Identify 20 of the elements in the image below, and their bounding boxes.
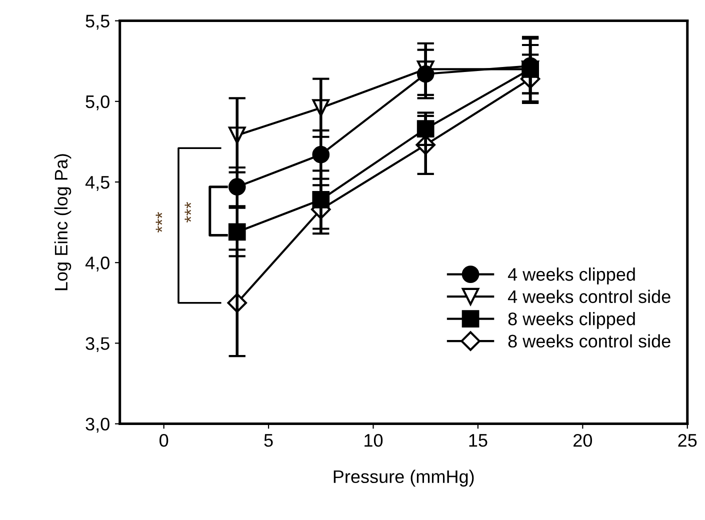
x-tick-label: 15 — [469, 434, 488, 447]
annotation: *** — [156, 212, 162, 233]
y-tick-label: 3,5 — [86, 337, 110, 352]
y-tick-label: 5,0 — [86, 95, 110, 110]
y-tick-label: 5,5 — [86, 14, 110, 30]
x-tick-label: 20 — [574, 434, 592, 447]
legend-label: 4 weeks clipped — [508, 268, 635, 284]
y-axis-title: Log Einc (log Pa) — [54, 154, 72, 290]
y-tick-label: 4,5 — [85, 176, 110, 191]
x-axis-title: Pressure (mmHg) — [334, 470, 474, 487]
x-tick-label: 10 — [364, 434, 383, 447]
y-tick-label: 3,0 — [86, 418, 110, 433]
legend-label: 8 weeks clipped — [508, 312, 635, 329]
annotation: *** — [184, 202, 192, 222]
x-tick-label: 25 — [678, 434, 697, 447]
x-tick-label: 0 — [160, 434, 168, 447]
legend-label: 4 weeks control side — [508, 290, 670, 304]
y-tick-label: 4,0 — [85, 256, 110, 272]
legend-label: 8 weeks control side — [508, 334, 670, 348]
x-tick-label: 5 — [264, 434, 273, 447]
